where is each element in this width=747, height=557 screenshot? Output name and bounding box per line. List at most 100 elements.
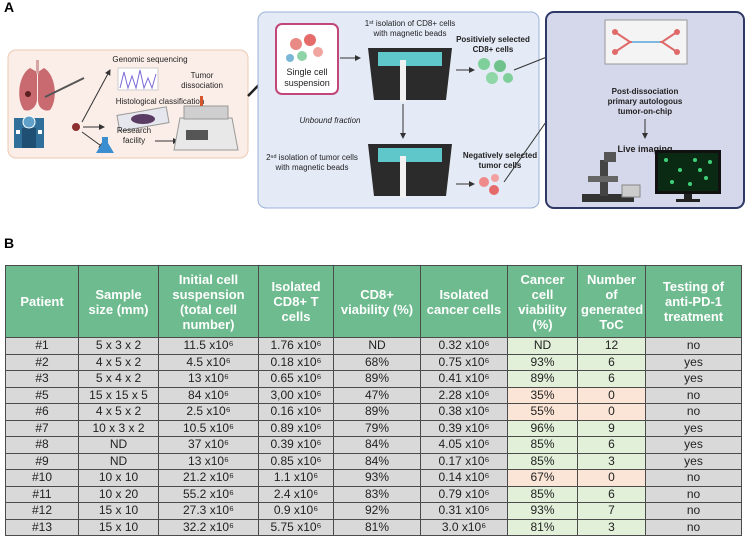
arrow bbox=[81, 131, 105, 149]
table-cell: 0.85 x10⁶ bbox=[258, 452, 334, 470]
table-cell: 0.79 x10⁶ bbox=[420, 485, 508, 503]
hospital-icon bbox=[14, 115, 44, 148]
table-cell: 21.2 x10⁶ bbox=[158, 469, 259, 487]
table-cell: 6 bbox=[577, 485, 646, 503]
chip-icon bbox=[604, 19, 688, 65]
tumor-cells bbox=[479, 174, 499, 195]
label: Histological classification bbox=[116, 97, 204, 106]
table-cell: 0 bbox=[577, 386, 646, 404]
table-row: #9 ND 13 x10⁶ 0.85 x10⁶ 84% 0.17 x10⁶ 85% 3 yes bbox=[5, 452, 742, 470]
panel-label: A bbox=[4, 0, 14, 15]
table-cell: #1 bbox=[5, 337, 79, 355]
label: Unbound fraction bbox=[300, 116, 361, 125]
table-cell: 89% bbox=[333, 403, 421, 421]
label: Tumor bbox=[191, 71, 214, 80]
table-cell: 13 x10⁶ bbox=[158, 370, 259, 388]
table-cell: 5 x 4 x 2 bbox=[78, 370, 159, 388]
table-cell: #2 bbox=[5, 353, 79, 371]
table-cell: 0.38 x10⁶ bbox=[420, 403, 508, 421]
header-cell: Initial cell suspension (total cell numb… bbox=[158, 265, 259, 338]
table-cell: no bbox=[645, 403, 742, 421]
table-cell: 93% bbox=[507, 502, 578, 520]
magnet-device bbox=[368, 144, 452, 198]
table-cell: #5 bbox=[5, 386, 79, 404]
table-cell: 4.5 x10⁶ bbox=[158, 353, 259, 371]
table-cell: 85% bbox=[507, 452, 578, 470]
table-cell: 3.0 x10⁶ bbox=[420, 518, 508, 536]
table-cell: 0 bbox=[577, 403, 646, 421]
sequencing-trace bbox=[117, 67, 159, 91]
table-row: #10 10 x 10 21.2 x10⁶ 1.1 x10⁶ 93% 0.14 x10⁶ 6… bbox=[5, 469, 742, 487]
table-cell: 0.89 x10⁶ bbox=[258, 419, 334, 437]
label: with magnetic beads bbox=[275, 163, 349, 172]
table-cell: 83% bbox=[333, 485, 421, 503]
panel-label: B bbox=[4, 235, 14, 251]
microscope-icon bbox=[582, 152, 641, 202]
table-row: #2 4 x 5 x 2 4.5 x10⁶ 0.18 x10⁶ 68% 0.75 x10⁶… bbox=[5, 353, 742, 371]
table-cell: yes bbox=[645, 370, 742, 388]
slide-icon bbox=[116, 106, 170, 132]
table-cell: 81% bbox=[507, 518, 578, 536]
label: tumor cells bbox=[479, 161, 522, 170]
label: CD8+ cells bbox=[473, 45, 514, 54]
header-cell: Isolated CD8+ T cells bbox=[258, 265, 334, 338]
table-cell: 79% bbox=[333, 419, 421, 437]
table-cell: 13 x10⁶ bbox=[158, 452, 259, 470]
table-cell: 5.75 x10⁶ bbox=[258, 518, 334, 536]
table-cell: 55.2 x10⁶ bbox=[158, 485, 259, 503]
table-cell: 0.18 x10⁶ bbox=[258, 353, 334, 371]
table-cell: 0.17 x10⁶ bbox=[420, 452, 508, 470]
table-cell: 68% bbox=[333, 353, 421, 371]
table-cell: 4.05 x10⁶ bbox=[420, 436, 508, 454]
label: Negatively selected bbox=[463, 151, 537, 160]
table-cell: yes bbox=[645, 452, 742, 470]
table-cell: 0.31 x10⁶ bbox=[420, 502, 508, 520]
table-cell: 3,00 x10⁶ bbox=[258, 386, 334, 404]
table-cell: 10 x 3 x 2 bbox=[78, 419, 159, 437]
table-cell: #8 bbox=[5, 436, 79, 454]
label: 1ˢᵗ isolation of CD8+ cells bbox=[365, 19, 456, 28]
table-cell: 15 x 10 bbox=[78, 502, 159, 520]
header-cell: Number of generated ToC bbox=[577, 265, 646, 338]
table-cell: 5 x 3 x 2 bbox=[78, 337, 159, 355]
table-row: #5 15 x 15 x 5 84 x10⁶ 3,00 x10⁶ 47% 2.28 x10… bbox=[5, 386, 742, 404]
monitor-icon bbox=[655, 150, 721, 202]
panel-a: A Genomic sequencing Histological classi… bbox=[4, 0, 745, 251]
table-cell: 6 bbox=[577, 370, 646, 388]
table-cell: ND bbox=[507, 337, 578, 355]
table-cell: 89% bbox=[507, 370, 578, 388]
table-cell: 96% bbox=[507, 419, 578, 437]
table-cell: 2.28 x10⁶ bbox=[420, 386, 508, 404]
table-cell: 10 x 10 bbox=[78, 469, 159, 487]
table-cell: 4 x 5 x 2 bbox=[78, 403, 159, 421]
table-cell: 10 x 20 bbox=[78, 485, 159, 503]
table-cell: ND bbox=[78, 452, 159, 470]
table-row: #6 4 x 5 x 2 2.5 x10⁶ 0.16 x10⁶ 89% 0.38 x10⁶… bbox=[5, 403, 742, 421]
table-cell: 93% bbox=[333, 469, 421, 487]
table-cell: 0 bbox=[577, 469, 646, 487]
table-cell: 3 bbox=[577, 518, 646, 536]
table-cell: 37 x10⁶ bbox=[158, 436, 259, 454]
header-row: Patient Sample size (mm) Initial cell susp… bbox=[5, 265, 742, 338]
table-cell: 47% bbox=[333, 386, 421, 404]
table-cell: ND bbox=[78, 436, 159, 454]
label: 2ⁿᵈ isolation of tumor cells bbox=[266, 153, 358, 162]
label: Genomic sequencing bbox=[112, 55, 187, 64]
table-cell: 0.32 x10⁶ bbox=[420, 337, 508, 355]
label: primary autologous bbox=[608, 97, 683, 106]
table-cell: 0.39 x10⁶ bbox=[258, 436, 334, 454]
header-cell: Cancer cell viability (%) bbox=[507, 265, 578, 338]
label: Post-dissociation bbox=[612, 87, 679, 96]
table-cell: 2.5 x10⁶ bbox=[158, 403, 259, 421]
table-cell: 1.1 x10⁶ bbox=[258, 469, 334, 487]
table-cell: 0.41 x10⁶ bbox=[420, 370, 508, 388]
table-cell: 12 bbox=[577, 337, 646, 355]
table-cell: #7 bbox=[5, 419, 79, 437]
table-cell: 0.9 x10⁶ bbox=[258, 502, 334, 520]
table-row: #8 ND 37 x10⁶ 0.39 x10⁶ 84% 4.05 x10⁶ 85% 6 yes bbox=[5, 436, 742, 454]
table-container: Patient Sample size (mm) Initial cell susp… bbox=[5, 265, 742, 536]
table-cell: no bbox=[645, 386, 742, 404]
table-cell: yes bbox=[645, 419, 742, 437]
table-cell: yes bbox=[645, 353, 742, 371]
cd8-cells bbox=[478, 58, 513, 84]
